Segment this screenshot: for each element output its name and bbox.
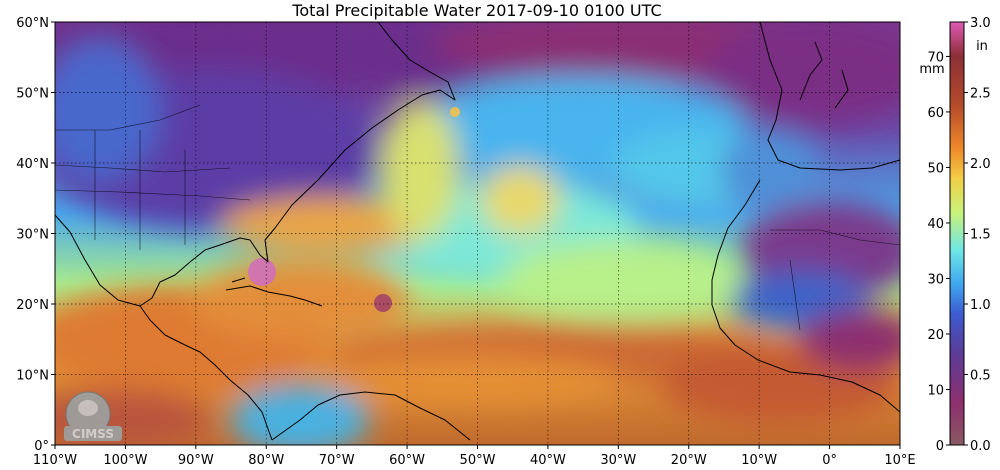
colorbar-in-label: 0.0 <box>970 439 991 454</box>
lat-label: 60°N <box>16 16 49 31</box>
colorbar-ramp <box>949 21 965 446</box>
colorbar-mm-label: 40 <box>927 217 944 232</box>
colorbar-mm-label: 30 <box>927 272 944 287</box>
graticule <box>55 22 900 445</box>
longitude-axis: 110°W 100°W 90°W 80°W 70°W 60°W 50°W 40°W 30°W 20… <box>33 445 916 468</box>
colorbar-in-unit: in <box>976 39 988 54</box>
colorbar-mm-label: 20 <box>927 328 944 343</box>
lat-label: 50°N <box>16 87 49 102</box>
lon-label: 20°W <box>671 453 707 468</box>
lon-label: 60°W <box>389 453 425 468</box>
colorbar-mm-label: 60 <box>927 106 944 121</box>
lon-label: 50°W <box>460 453 496 468</box>
lon-label: 80°W <box>248 453 284 468</box>
lat-label: 0° <box>34 439 49 454</box>
lon-label: 100°W <box>103 453 147 468</box>
lat-label: 20°N <box>16 298 49 313</box>
lat-label: 40°N <box>16 157 49 172</box>
colorbar-in-label: 2.0 <box>970 157 991 172</box>
colorbar-mm-label: 50 <box>927 161 944 176</box>
map-panel <box>55 22 900 445</box>
lon-label: 110°W <box>33 453 77 468</box>
borders <box>55 104 900 331</box>
logo-text: CIMSS <box>72 427 114 441</box>
colorbar-mm-label: 0 <box>936 439 944 454</box>
lat-label: 10°N <box>16 369 49 384</box>
latitude-axis: 60°N 50°N 40°N 30°N 20°N 10°N 0° <box>16 16 55 454</box>
colorbar-in-label: 0.5 <box>970 369 991 384</box>
colorbar-in-label: 1.0 <box>970 298 991 313</box>
colorbar-mm-label: 10 <box>927 383 944 398</box>
colorbar-mm-label: 70 <box>927 50 944 65</box>
lon-label: 70°W <box>319 453 355 468</box>
colorbar-in-label: 2.5 <box>970 87 991 102</box>
colorbar-in-label: 1.5 <box>970 228 991 243</box>
colorbar: 0 10 20 30 40 50 60 70 0.0 0.5 1.0 1.5 2.0 2.5 3.0 mm… <box>919 16 990 454</box>
lon-label: 0° <box>822 453 837 468</box>
lat-label: 30°N <box>16 228 49 243</box>
colorbar-in-label: 3.0 <box>970 16 991 31</box>
lon-label: 10°E <box>884 453 915 468</box>
colorbar-mm-ticks: 0 10 20 30 40 50 60 70 <box>927 50 950 454</box>
lon-label: 40°W <box>530 453 566 468</box>
cimss-logo: CIMSS <box>64 391 122 441</box>
colorbar-in-ticks: 0.0 0.5 1.0 1.5 2.0 2.5 3.0 <box>964 16 991 454</box>
lon-label: 30°W <box>600 453 636 468</box>
lon-label: 10°W <box>741 453 777 468</box>
colorbar-mm-unit: mm <box>919 62 944 77</box>
coastlines <box>55 22 900 441</box>
lon-label: 90°W <box>178 453 214 468</box>
chart-title: Total Precipitable Water 2017-09-10 0100… <box>291 1 661 20</box>
